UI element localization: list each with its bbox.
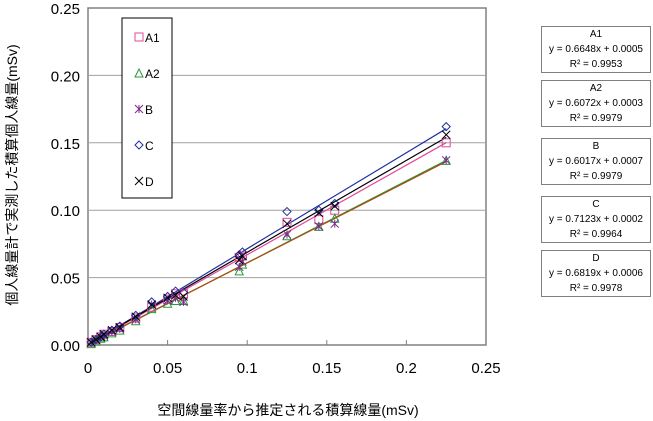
legend-marker-a1 — [134, 32, 144, 42]
point-c — [314, 205, 324, 215]
x-axis-label: 空間線量率から推定される積算線量(mSv) — [157, 402, 419, 418]
equation-line: y = 0.6648x + 0.0005 — [549, 44, 643, 55]
x-tick-label: 0.1 — [237, 360, 258, 377]
fit-line-b — [87, 161, 447, 345]
y-tick-label: 0.00 — [51, 338, 80, 355]
point-c — [107, 325, 117, 335]
point-d — [234, 255, 244, 265]
y-tick-label: 0.05 — [51, 271, 80, 288]
legend-label-b: B — [145, 103, 153, 117]
point-d — [330, 201, 340, 211]
point-a1 — [179, 289, 189, 299]
equation-line: R² = 0.9964 — [569, 229, 623, 240]
point-a2 — [234, 265, 245, 276]
equation-line: y = 0.6017x + 0.0007 — [549, 156, 643, 167]
point-c — [99, 329, 109, 339]
point-d — [147, 300, 157, 309]
point-d — [115, 323, 125, 332]
point-d — [441, 130, 451, 140]
trendline-equation-a1: A1 y = 0.6648x + 0.0005 R² = 0.9953 — [541, 26, 651, 73]
point-a2 — [146, 303, 157, 314]
trendline-equation-a2: A2 y = 0.6072x + 0.0003 R² = 0.9979 — [541, 80, 651, 127]
point-c — [146, 297, 157, 307]
legend-label-a2: A2 — [145, 67, 160, 81]
point-c — [282, 206, 292, 217]
y-tick-label: 0.10 — [51, 203, 80, 220]
legend-label-c: C — [145, 139, 154, 153]
point-d — [238, 251, 247, 261]
equation-line: B — [592, 141, 600, 152]
x-tick-label: 0.05 — [153, 360, 182, 377]
point-d — [179, 292, 188, 301]
point-d — [282, 219, 292, 229]
equation-line: R² = 0.9978 — [569, 283, 623, 294]
equation-line: C — [592, 199, 600, 210]
equation-line: A2 — [589, 83, 603, 94]
point-d — [107, 325, 117, 335]
x-tick-label: 0.25 — [471, 360, 500, 377]
point-b — [330, 219, 340, 229]
equation-line: R² = 0.9953 — [569, 59, 623, 70]
y-tick-label: 0.15 — [51, 136, 80, 153]
equation-line: y = 0.7123x + 0.0002 — [549, 214, 643, 225]
point-c — [330, 198, 340, 209]
point-c — [96, 332, 106, 342]
point-d — [99, 329, 109, 339]
legend-marker-c — [134, 140, 144, 150]
legend-label-d: D — [145, 175, 154, 189]
point-d — [163, 293, 172, 303]
point-d — [91, 335, 101, 344]
equation-line: y = 0.6819x + 0.0006 — [549, 268, 643, 279]
point-a1 — [282, 217, 292, 227]
legend — [121, 17, 173, 199]
legend-marker-a2 — [134, 67, 144, 78]
equation-line: R² = 0.9979 — [569, 171, 623, 182]
point-b — [314, 222, 324, 231]
equation-line: D — [592, 253, 600, 264]
legend-label-a1: A1 — [145, 31, 160, 45]
point-b — [282, 230, 292, 239]
equation-line: y = 0.6072x + 0.0003 — [549, 98, 643, 109]
legend-marker-d — [134, 176, 144, 186]
x-tick-label: 0.15 — [312, 360, 341, 377]
point-b — [115, 324, 125, 334]
point-a1 — [441, 138, 451, 148]
equation-line: A1 — [589, 29, 603, 40]
point-d — [314, 208, 324, 218]
point-d — [131, 312, 141, 322]
y-tick-label: 0.25 — [51, 1, 80, 18]
y-tick-label: 0.20 — [51, 68, 80, 85]
point-d — [86, 337, 96, 347]
point-c — [441, 121, 451, 132]
point-b — [441, 155, 451, 165]
point-d — [171, 290, 180, 300]
y-axis-label: 個人線量計で実測した積算個人線量(mSv) — [4, 44, 20, 306]
x-tick-label: 0 — [84, 360, 92, 377]
x-tick-label: 0.2 — [396, 360, 417, 377]
legend-marker-b — [134, 104, 144, 114]
equation-line: R² = 0.9979 — [569, 113, 623, 124]
